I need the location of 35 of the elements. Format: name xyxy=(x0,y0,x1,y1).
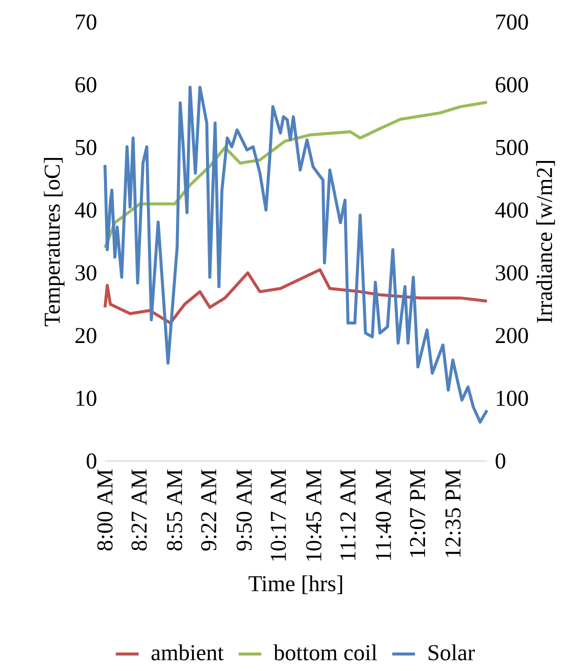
y2-tick-label: 600 xyxy=(496,77,528,92)
y-tick-label: 10 xyxy=(76,390,96,406)
y-tick-label: 70 xyxy=(76,14,96,30)
y2-tick-label: 500 xyxy=(496,140,528,156)
y-axis-title: Temperatures [oC] xyxy=(44,158,64,326)
y2-tick-label: 100 xyxy=(496,390,528,406)
y2-tick-label: 200 xyxy=(496,328,528,344)
x-tick-label: 8:27 AM xyxy=(131,469,147,550)
y2-tick-label: 300 xyxy=(496,265,528,281)
y2-tick-label: 400 xyxy=(495,202,528,218)
line-series xyxy=(104,86,488,424)
x-tick-label: 9:22 AM xyxy=(201,469,216,551)
x-tick-label: 9:50 AM xyxy=(236,469,252,551)
x-tick-label: 12:07 PM xyxy=(410,469,426,557)
x-axis-title: Time [hrs] xyxy=(248,575,342,594)
y-tick-label: 30 xyxy=(76,265,96,281)
x-tick-label: 8:00 AM xyxy=(97,469,113,550)
y2-tick-label: 0 xyxy=(496,453,506,469)
y2-axis-title: Irradiance [w/m2] xyxy=(536,161,555,323)
x-tick-label: 10:45 AM xyxy=(306,469,322,561)
legend-label: Solar xyxy=(428,644,475,660)
line-series xyxy=(103,268,488,325)
x-tick-label: 11:12 AM xyxy=(340,470,356,560)
x-tick-label: 10:17 AM xyxy=(270,469,286,561)
legend-label: ambient xyxy=(152,644,224,660)
x-tick-label: 8:55 AM xyxy=(166,469,182,550)
legend-label: bottom coil xyxy=(274,644,377,660)
y2-tick-label: 700 xyxy=(496,14,528,30)
y-tick-label: 40 xyxy=(74,202,96,218)
y-tick-label: 20 xyxy=(76,328,96,344)
y-tick-label: 50 xyxy=(76,140,96,156)
y-tick-label: 0 xyxy=(86,453,96,469)
x-tick-label: 11:40 AM xyxy=(376,470,392,560)
x-tick-label: 12:35 PM xyxy=(445,469,461,557)
y-tick-label: 60 xyxy=(75,77,96,92)
